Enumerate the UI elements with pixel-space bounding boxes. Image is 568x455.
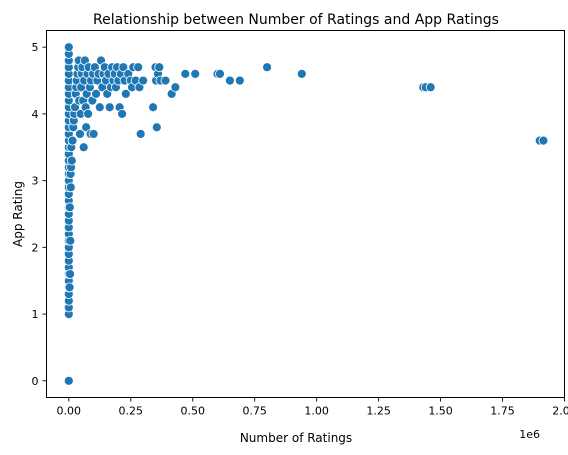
data-point xyxy=(67,135,78,146)
data-point xyxy=(91,88,101,99)
data-point xyxy=(104,102,115,113)
x-tick-label: 1.50 xyxy=(428,405,453,418)
data-point xyxy=(151,122,162,133)
y-axis-label: App Rating xyxy=(11,181,25,247)
y-tick-label: 5 xyxy=(32,41,39,54)
x-tick-label: 1.75 xyxy=(490,405,515,418)
x-tick-label: 1.00 xyxy=(304,405,329,418)
x-tick-label: 2.00 xyxy=(552,405,568,418)
x-axis-label: Number of Ratings xyxy=(240,431,352,445)
data-point xyxy=(63,42,74,53)
y-tick-label: 2 xyxy=(32,241,39,254)
data-point xyxy=(225,75,235,86)
data-point xyxy=(148,102,158,113)
x-tick-label: 0.50 xyxy=(180,405,205,418)
x-axis-offset-label: 1e6 xyxy=(519,428,540,441)
data-point xyxy=(65,182,76,193)
data-point xyxy=(215,68,225,79)
data-point xyxy=(262,62,272,73)
data-point xyxy=(135,129,146,139)
data-point xyxy=(138,75,149,86)
x-tick-label: 0.00 xyxy=(57,405,82,418)
data-point xyxy=(94,102,105,113)
data-point xyxy=(425,82,436,93)
y-tick-label: 3 xyxy=(32,175,39,188)
x-tick-label: 1.25 xyxy=(366,405,391,418)
data-point xyxy=(65,269,75,279)
points-layer xyxy=(63,42,549,386)
data-point xyxy=(133,62,144,73)
y-tick-label: 1 xyxy=(32,308,39,321)
data-point xyxy=(88,129,99,139)
y-axis-ticks: 0 1 2 3 4 5 xyxy=(32,41,47,388)
data-point xyxy=(234,75,245,86)
data-point xyxy=(65,235,76,246)
data-point xyxy=(81,122,92,133)
data-point xyxy=(160,75,171,86)
data-point xyxy=(118,62,129,73)
data-point xyxy=(63,375,74,386)
chart-title: Relationship between Number of Ratings a… xyxy=(93,12,499,28)
plot-frame xyxy=(46,30,565,398)
data-point xyxy=(117,109,127,119)
y-tick-label: 0 xyxy=(32,375,39,388)
data-point xyxy=(120,88,131,99)
x-tick-label: 0.25 xyxy=(119,405,144,418)
data-point xyxy=(180,68,191,79)
data-point xyxy=(154,62,165,73)
data-point xyxy=(170,82,181,93)
y-tick-label: 4 xyxy=(32,108,39,121)
data-point xyxy=(190,68,201,79)
data-point xyxy=(66,155,77,166)
data-point xyxy=(538,135,549,146)
data-point xyxy=(83,109,94,119)
data-point xyxy=(75,129,85,139)
data-point xyxy=(64,202,75,213)
x-axis-ticks: 0.00 0.25 0.50 0.75 1.00 1.25 1.50 1.75 2.00 xyxy=(57,397,568,418)
x-tick-label: 0.75 xyxy=(242,405,267,418)
data-point xyxy=(64,282,75,293)
data-point xyxy=(78,142,89,153)
data-point xyxy=(296,68,307,79)
